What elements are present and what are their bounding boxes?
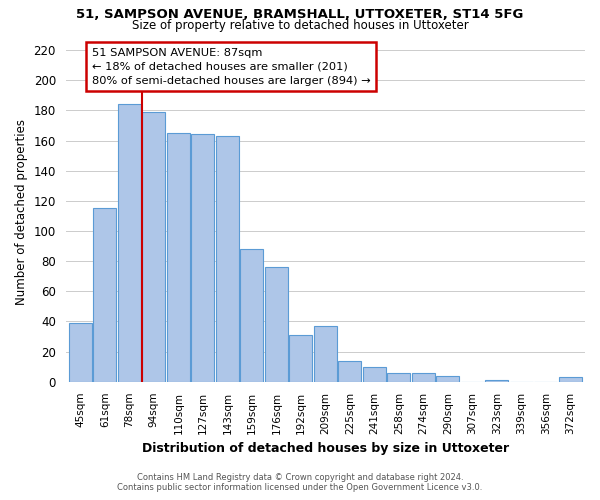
Bar [314, 326, 337, 382]
Bar [216, 136, 239, 382]
Bar [362, 366, 386, 382]
Text: Contains HM Land Registry data © Crown copyright and database right 2024.
Contai: Contains HM Land Registry data © Crown c… [118, 473, 482, 492]
Bar [436, 376, 460, 382]
Bar [240, 249, 263, 382]
Bar [142, 112, 166, 382]
Bar [387, 373, 410, 382]
Bar [191, 134, 214, 382]
X-axis label: Distribution of detached houses by size in Uttoxeter: Distribution of detached houses by size … [142, 442, 509, 455]
Bar [485, 380, 508, 382]
Bar [93, 208, 116, 382]
Bar [265, 267, 288, 382]
Bar [289, 335, 313, 382]
Y-axis label: Number of detached properties: Number of detached properties [15, 119, 28, 305]
Text: 51, SAMPSON AVENUE, BRAMSHALL, UTTOXETER, ST14 5FG: 51, SAMPSON AVENUE, BRAMSHALL, UTTOXETER… [76, 8, 524, 20]
Bar [118, 104, 141, 382]
Bar [412, 373, 435, 382]
Bar [167, 133, 190, 382]
Text: Size of property relative to detached houses in Uttoxeter: Size of property relative to detached ho… [131, 18, 469, 32]
Bar [69, 323, 92, 382]
Bar [559, 378, 582, 382]
Text: 51 SAMPSON AVENUE: 87sqm
← 18% of detached houses are smaller (201)
80% of semi-: 51 SAMPSON AVENUE: 87sqm ← 18% of detach… [92, 48, 370, 86]
Bar [338, 360, 361, 382]
